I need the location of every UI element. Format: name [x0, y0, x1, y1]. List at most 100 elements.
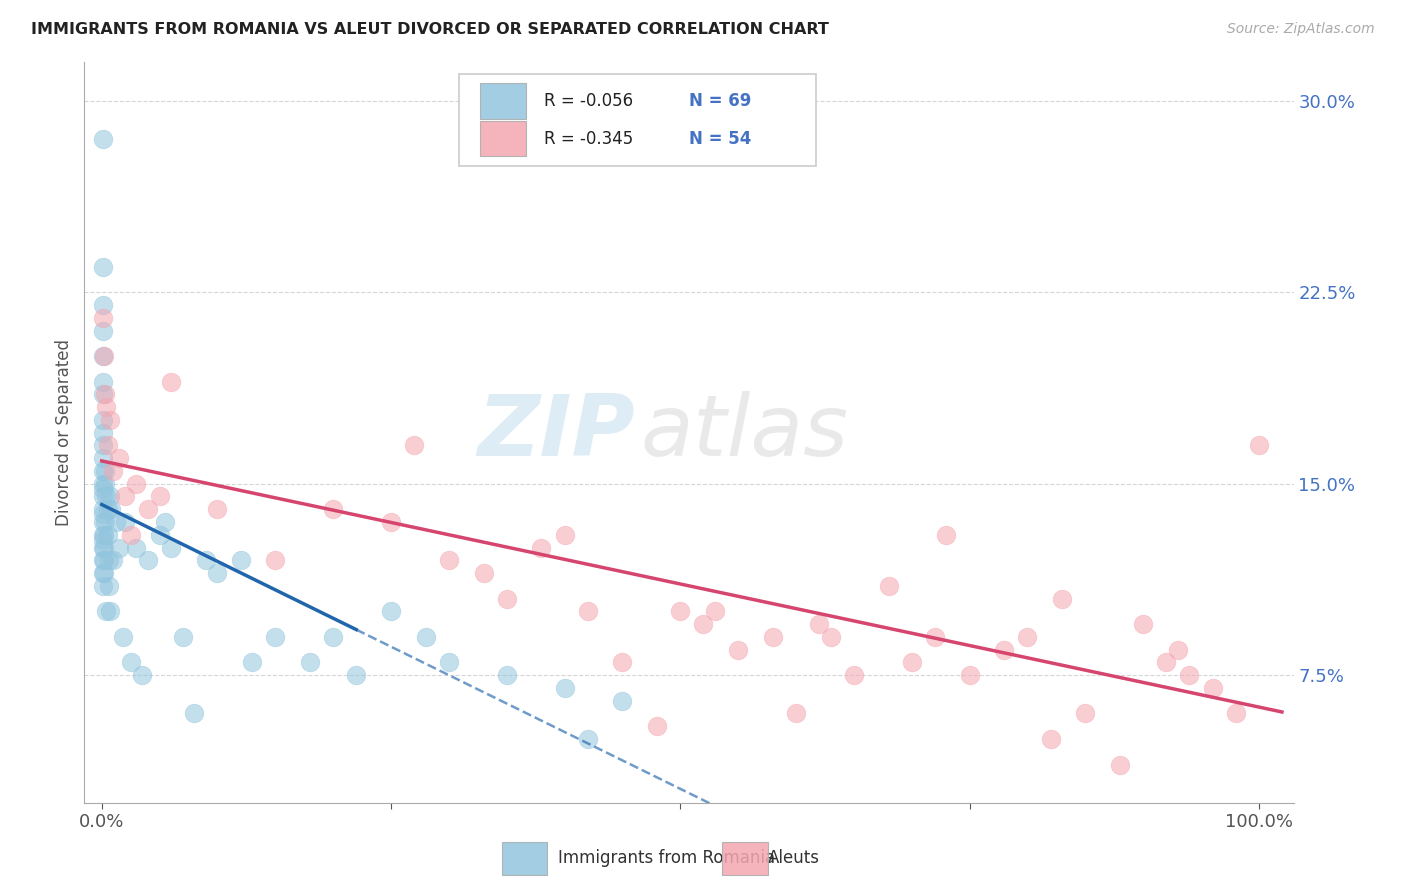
- Point: [91, 425, 114, 440]
- Point: [762, 630, 785, 644]
- Point: [91, 515, 114, 529]
- Point: [808, 617, 831, 632]
- Point: [96, 400, 118, 414]
- FancyBboxPatch shape: [479, 120, 526, 156]
- Point: [120, 527, 142, 541]
- Point: [91, 324, 114, 338]
- Point: [160, 541, 183, 555]
- Point: [1050, 591, 1073, 606]
- Point: [98, 490, 121, 504]
- Point: [93, 541, 115, 555]
- Text: Source: ZipAtlas.com: Source: ZipAtlas.com: [1227, 22, 1375, 37]
- Point: [380, 515, 402, 529]
- Point: [437, 553, 460, 567]
- Point: [91, 260, 114, 274]
- Point: [91, 387, 114, 401]
- Point: [120, 656, 142, 670]
- Point: [103, 553, 125, 567]
- Point: [125, 541, 148, 555]
- FancyBboxPatch shape: [502, 842, 547, 875]
- Point: [91, 579, 114, 593]
- Point: [93, 527, 115, 541]
- FancyBboxPatch shape: [721, 842, 768, 875]
- Point: [91, 553, 114, 567]
- Point: [148, 527, 170, 541]
- Point: [877, 579, 900, 593]
- Point: [114, 515, 136, 529]
- Point: [93, 553, 115, 567]
- Point: [96, 438, 118, 452]
- Point: [727, 642, 749, 657]
- Point: [91, 502, 114, 516]
- Point: [264, 553, 287, 567]
- Point: [264, 630, 287, 644]
- Point: [344, 668, 367, 682]
- Point: [155, 515, 177, 529]
- Point: [924, 630, 946, 644]
- Point: [91, 482, 114, 496]
- Point: [207, 566, 229, 580]
- Text: ZIP: ZIP: [477, 391, 634, 475]
- Point: [104, 515, 127, 529]
- Point: [114, 490, 136, 504]
- FancyBboxPatch shape: [479, 83, 526, 119]
- Point: [97, 553, 120, 567]
- Point: [415, 630, 437, 644]
- Point: [148, 490, 170, 504]
- Point: [100, 502, 122, 516]
- Point: [669, 604, 692, 618]
- Point: [91, 527, 114, 541]
- FancyBboxPatch shape: [460, 73, 815, 166]
- Point: [91, 298, 114, 312]
- Y-axis label: Divorced or Separated: Divorced or Separated: [55, 339, 73, 526]
- Point: [91, 132, 114, 146]
- Point: [1225, 706, 1247, 721]
- Point: [404, 438, 426, 452]
- Point: [103, 464, 125, 478]
- Text: N = 54: N = 54: [689, 129, 751, 147]
- Point: [136, 502, 159, 516]
- Point: [935, 527, 957, 541]
- Point: [240, 656, 263, 670]
- Point: [437, 656, 460, 670]
- Point: [91, 310, 114, 325]
- Point: [576, 731, 599, 746]
- Point: [94, 476, 117, 491]
- Point: [322, 630, 344, 644]
- Point: [1109, 757, 1132, 772]
- Text: Immigrants from Romania: Immigrants from Romania: [558, 849, 776, 867]
- Point: [194, 553, 217, 567]
- Point: [495, 668, 517, 682]
- Point: [1017, 630, 1039, 644]
- Point: [612, 656, 634, 670]
- Point: [495, 591, 517, 606]
- Point: [108, 541, 131, 555]
- Point: [298, 656, 321, 670]
- Point: [380, 604, 402, 618]
- Point: [131, 668, 153, 682]
- Point: [207, 502, 229, 516]
- Point: [91, 451, 114, 466]
- Point: [97, 579, 120, 593]
- Point: [91, 375, 114, 389]
- Point: [1074, 706, 1097, 721]
- Text: R = -0.345: R = -0.345: [544, 129, 633, 147]
- Point: [160, 375, 183, 389]
- Point: [554, 681, 576, 695]
- Point: [229, 553, 252, 567]
- Point: [91, 438, 114, 452]
- Point: [96, 527, 118, 541]
- Point: [1167, 642, 1189, 657]
- Point: [91, 508, 114, 522]
- Point: [94, 464, 117, 478]
- Point: [91, 533, 114, 547]
- Text: R = -0.056: R = -0.056: [544, 92, 633, 110]
- Text: IMMIGRANTS FROM ROMANIA VS ALEUT DIVORCED OR SEPARATED CORRELATION CHART: IMMIGRANTS FROM ROMANIA VS ALEUT DIVORCE…: [31, 22, 828, 37]
- Point: [91, 349, 114, 363]
- Point: [820, 630, 842, 644]
- Point: [136, 553, 159, 567]
- Point: [576, 604, 599, 618]
- Point: [1178, 668, 1201, 682]
- Point: [91, 541, 114, 555]
- Point: [94, 387, 117, 401]
